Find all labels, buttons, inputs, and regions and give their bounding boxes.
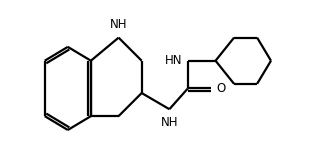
Text: HN: HN xyxy=(165,54,182,67)
Text: NH: NH xyxy=(110,18,127,31)
Text: O: O xyxy=(217,82,226,95)
Text: NH: NH xyxy=(161,116,178,129)
